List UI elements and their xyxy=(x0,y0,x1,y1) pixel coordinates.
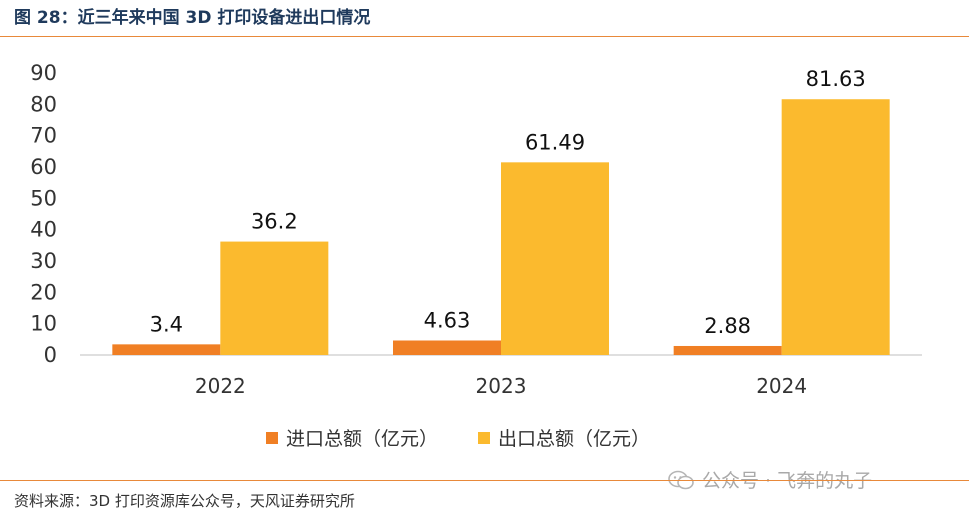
bar-export xyxy=(220,241,329,355)
legend-item-export: 出口总额（亿元） xyxy=(478,424,650,451)
legend-item-import: 进口总额（亿元） xyxy=(266,424,438,451)
top-divider xyxy=(0,36,969,37)
bar-export xyxy=(781,99,890,355)
data-label: 36.2 xyxy=(251,210,298,234)
source-note: 资料来源：3D 打印资源库公众号，天风证券研究所 xyxy=(14,492,355,510)
y-tick-label: 30 xyxy=(30,249,57,273)
y-tick-label: 0 xyxy=(44,343,57,367)
bar-export xyxy=(501,162,609,355)
data-label: 81.63 xyxy=(806,67,866,91)
y-tick-label: 70 xyxy=(30,124,57,148)
x-tick-label: 2023 xyxy=(476,374,527,398)
y-tick-label: 60 xyxy=(30,155,57,179)
y-tick-label: 40 xyxy=(30,218,57,242)
data-label: 61.49 xyxy=(525,130,585,154)
watermark-text: 公众号 · 飞奔的丸子 xyxy=(702,470,873,492)
legend-label-import: 进口总额（亿元） xyxy=(286,428,439,450)
y-tick-label: 90 xyxy=(30,61,57,85)
figure-title: 图 28：近三年来中国 3D 打印设备进出口情况 xyxy=(14,8,371,28)
chart-legend: 进口总额（亿元） 出口总额（亿元） xyxy=(266,424,650,451)
legend-swatch-import xyxy=(266,431,278,444)
x-tick-label: 2024 xyxy=(756,374,807,398)
wechat-icon xyxy=(668,470,694,489)
bar-import xyxy=(112,344,221,355)
data-label: 2.88 xyxy=(704,314,751,338)
watermark: 公众号 · 飞奔的丸子 xyxy=(668,466,872,493)
legend-swatch-export xyxy=(478,431,491,444)
data-label: 4.63 xyxy=(424,308,471,332)
y-tick-label: 50 xyxy=(30,186,57,210)
x-tick-label: 2022 xyxy=(195,374,246,398)
data-label: 3.4 xyxy=(150,312,183,336)
legend-label-export: 出口总额（亿元） xyxy=(498,428,651,450)
y-tick-label: 20 xyxy=(30,280,57,304)
bottom-divider xyxy=(0,480,969,481)
y-tick-label: 80 xyxy=(30,92,57,116)
bar-import xyxy=(393,340,501,355)
y-tick-label: 10 xyxy=(30,312,57,336)
bar-import xyxy=(673,345,782,355)
